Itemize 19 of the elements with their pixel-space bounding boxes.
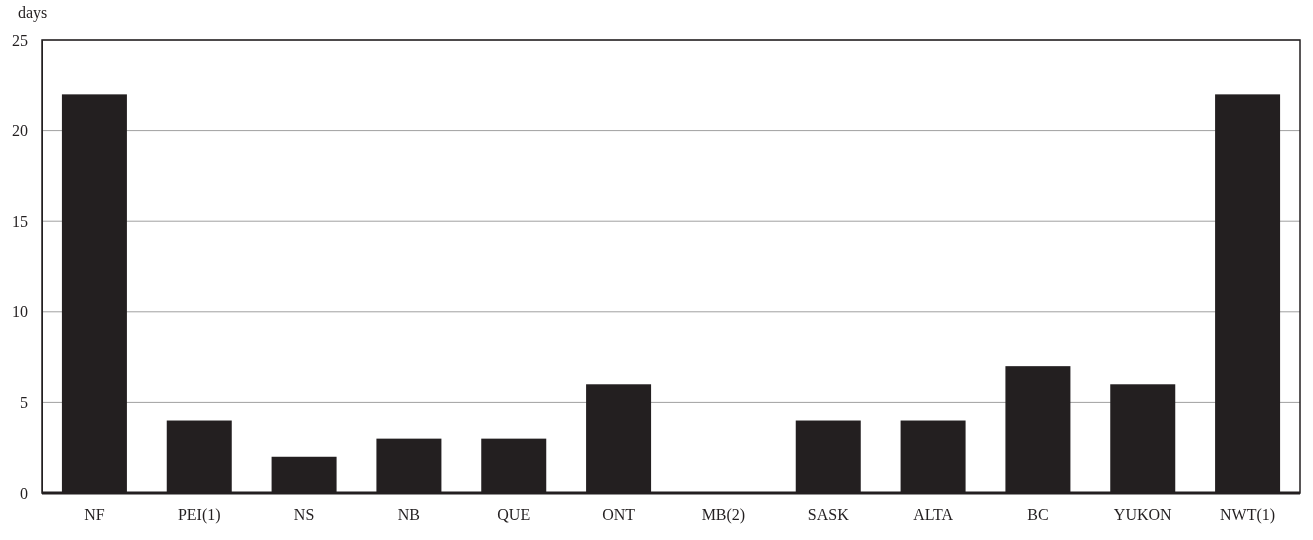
y-tick-label: 25: [12, 31, 28, 49]
y-axis-title: days: [18, 4, 48, 22]
x-tick-label: PEI(1): [177, 506, 221, 525]
y-tick-label: 0: [20, 484, 28, 502]
x-tick-label: NWT(1): [1220, 506, 1276, 525]
x-tick-label: SASK: [807, 506, 850, 524]
x-tick-label: NB: [397, 506, 421, 524]
x-tick-label: NS: [293, 506, 315, 524]
x-tick-label: YUKON: [1113, 506, 1173, 524]
y-tick-label: 15: [12, 212, 28, 230]
x-tick-label: BC: [1027, 506, 1049, 524]
x-tick-label: MB(2): [701, 506, 746, 525]
y-tick-label: 10: [12, 303, 28, 321]
y-tick-label: 5: [20, 394, 28, 412]
y-tick-label: 20: [12, 122, 28, 140]
x-tick-label: QUE: [497, 506, 531, 524]
x-tick-label: NF: [84, 506, 105, 524]
x-tick-label: ALTA: [913, 506, 954, 524]
x-tick-label: ONT: [602, 506, 636, 524]
